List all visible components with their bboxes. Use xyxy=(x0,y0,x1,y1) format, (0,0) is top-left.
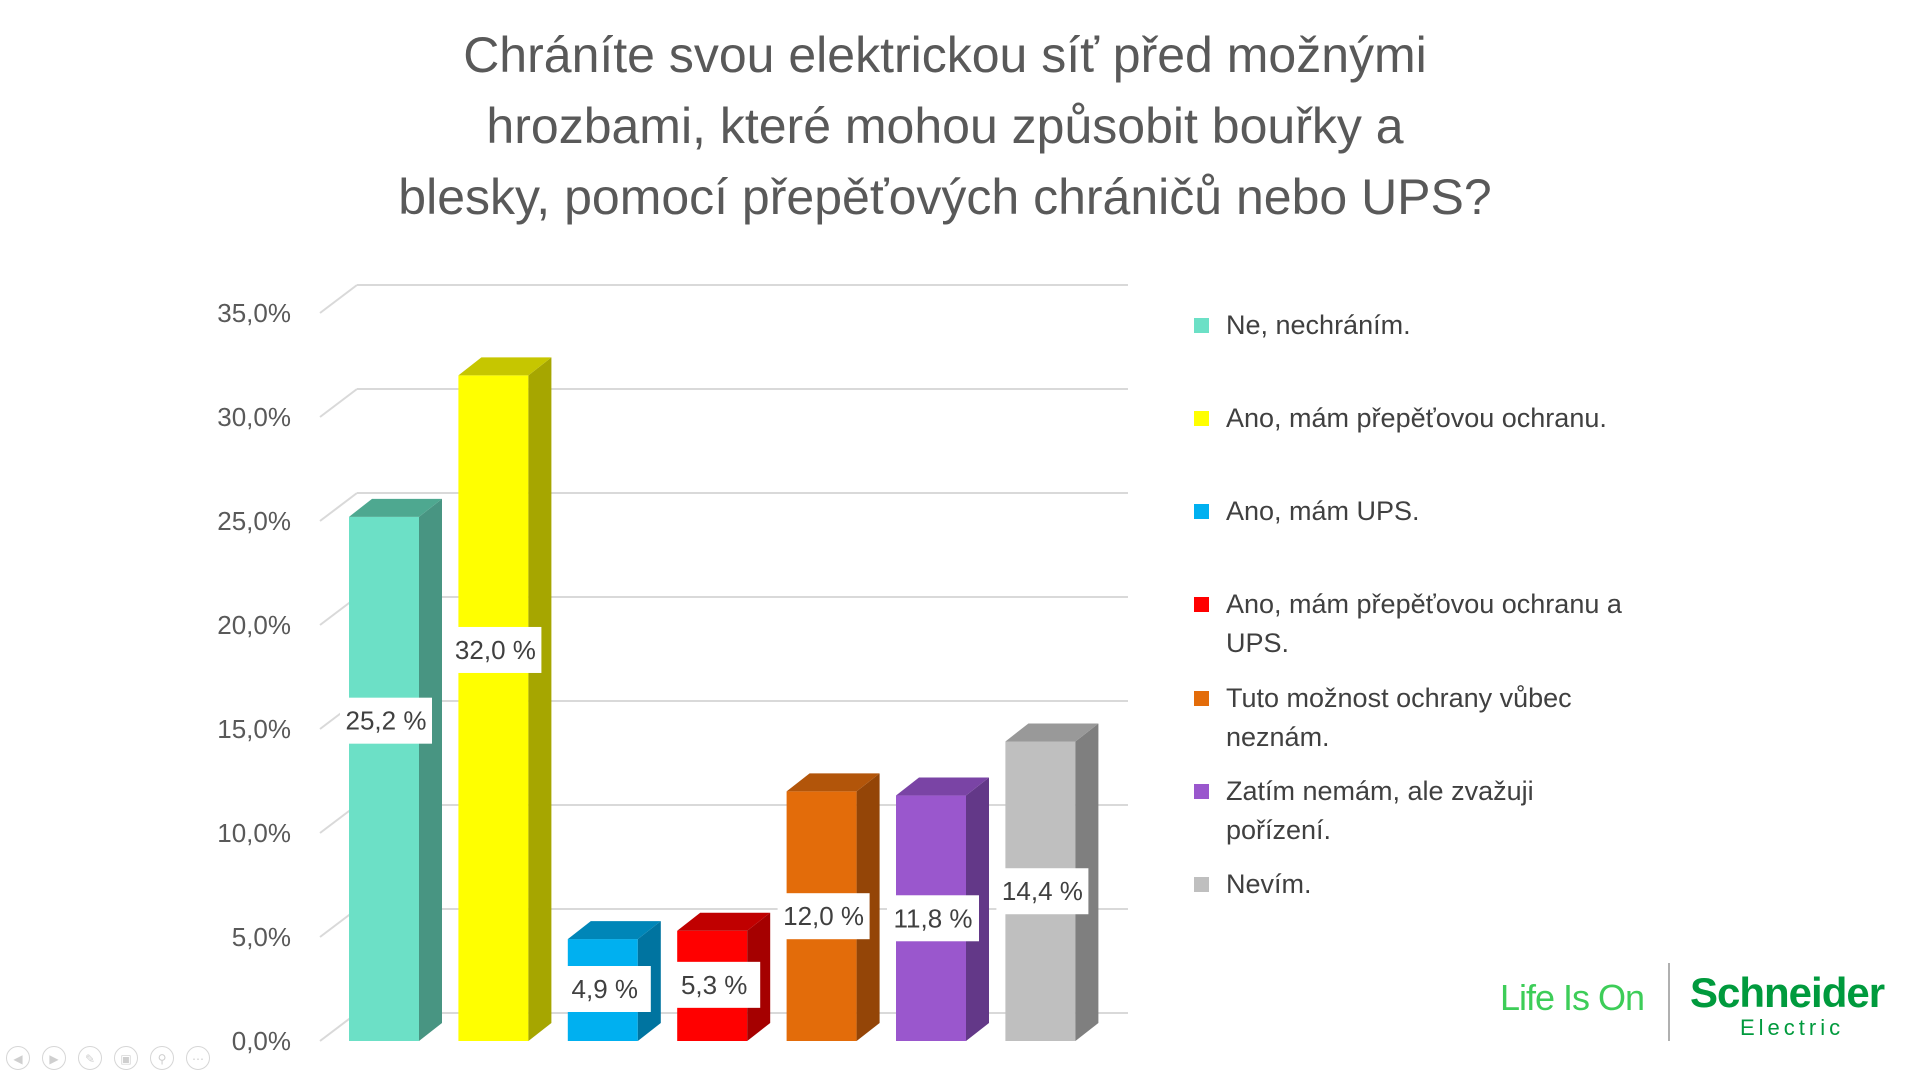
zoom-icon[interactable]: ⚲ xyxy=(150,1046,174,1070)
y-tick-label: 30,0% xyxy=(217,402,291,432)
y-tick-label: 15,0% xyxy=(217,714,291,744)
slideshow-controls: ◀ ▶ ✎ ▣ ⚲ ⋯ xyxy=(6,1046,210,1070)
bar-top xyxy=(458,357,552,376)
data-label-box xyxy=(996,868,1089,915)
legend-item: Ne, nechráním. xyxy=(1192,306,1712,345)
data-label-box xyxy=(449,626,542,673)
data-label: 32,0 % xyxy=(455,635,536,665)
data-label-box xyxy=(668,961,761,1008)
y-tick-label: 35,0% xyxy=(217,298,291,328)
bar-front xyxy=(458,375,529,1041)
data-label: 25,2 % xyxy=(346,706,427,736)
data-label: 5,3 % xyxy=(681,970,748,1000)
data-label: 11,8 % xyxy=(893,903,972,933)
pen-icon[interactable]: ✎ xyxy=(78,1046,102,1070)
bar xyxy=(349,498,442,1042)
brand-sub: Electric xyxy=(1740,1015,1845,1040)
y-tick-label: 25,0% xyxy=(217,506,291,536)
legend-label: Zatím nemám, ale zvažuji xyxy=(1226,776,1534,806)
legend-swatch xyxy=(1194,318,1209,333)
bar-front xyxy=(349,516,419,1041)
tagline: Life Is On xyxy=(1500,977,1645,1018)
data-label: 14,4 % xyxy=(1002,876,1083,906)
gridline-diagonal xyxy=(319,388,358,418)
legend-label: Nevím. xyxy=(1226,869,1312,899)
legend-swatch xyxy=(1194,877,1209,892)
title-line: hrozbami, které mohou způsobit bouřky a xyxy=(486,98,1404,154)
schneider-logo: Life Is On Schneider Electric xyxy=(1490,955,1910,1050)
gridline-diagonal xyxy=(319,492,358,522)
legend-swatch xyxy=(1194,411,1209,426)
title-line: Chráníte svou elektrickou síť před možný… xyxy=(463,27,1427,83)
legend-label: UPS. xyxy=(1226,628,1290,658)
legend-swatch xyxy=(1194,784,1209,799)
data-label-box xyxy=(340,697,432,744)
y-tick-label: 10,0% xyxy=(217,818,291,848)
legend-item: Tuto možnost ochrany vůbec neznám. xyxy=(1192,679,1712,757)
legend-item: Nevím. xyxy=(1192,865,1712,904)
previous-icon[interactable]: ◀ xyxy=(6,1046,30,1070)
legend-swatch xyxy=(1194,597,1209,612)
bar xyxy=(458,357,552,1041)
legend-label: Ano, mám přepěťovou ochranu. xyxy=(1226,403,1607,433)
bar-side xyxy=(528,357,552,1041)
legend-label: Tuto možnost ochrany vůbec xyxy=(1226,683,1572,713)
legend-label: neznám. xyxy=(1226,722,1330,752)
gridline-diagonal xyxy=(319,284,358,314)
bar-top xyxy=(786,773,880,792)
legend-item: Ano, mám přepěťovou ochranu a UPS. xyxy=(1192,585,1712,663)
bar-top xyxy=(1005,723,1099,742)
slides-icon[interactable]: ▣ xyxy=(114,1046,138,1070)
legend-label: Ano, mám přepěťovou ochranu a xyxy=(1226,589,1622,619)
legend-swatch xyxy=(1194,691,1209,706)
data-label-box xyxy=(558,966,651,1012)
chart-title: Chráníte svou elektrickou síť před možný… xyxy=(300,20,1590,233)
legend-item: Zatím nemám, ale zvažuji pořízení. xyxy=(1192,772,1712,850)
legend-label: Ne, nechráním. xyxy=(1226,310,1411,340)
next-icon[interactable]: ▶ xyxy=(42,1046,66,1070)
legend-label: Ano, mám UPS. xyxy=(1226,496,1420,526)
legend-item: Ano, mám UPS. xyxy=(1192,492,1712,531)
legend-item: Ano, mám přepěťovou ochranu. xyxy=(1192,399,1712,438)
brand-name: Schneider xyxy=(1690,969,1885,1016)
bar-side xyxy=(419,498,442,1042)
more-icon[interactable]: ⋯ xyxy=(186,1046,210,1070)
data-label-box xyxy=(777,893,870,940)
bar-top xyxy=(567,921,661,940)
logo-divider xyxy=(1668,963,1670,1041)
data-label: 4,9 % xyxy=(572,974,639,1004)
bar-top xyxy=(677,912,771,931)
bar-top xyxy=(896,777,989,796)
data-label: 12,0 % xyxy=(783,901,864,931)
title-line: blesky, pomocí přepěťových chráničů nebo… xyxy=(398,169,1492,225)
legend-swatch xyxy=(1194,504,1209,519)
y-tick-label: 0,0% xyxy=(232,1026,291,1056)
bar-top xyxy=(349,498,442,517)
legend-label: pořízení. xyxy=(1226,815,1332,845)
y-tick-label: 5,0% xyxy=(232,922,291,952)
y-tick-label: 20,0% xyxy=(217,610,291,640)
data-label-box xyxy=(887,895,979,942)
